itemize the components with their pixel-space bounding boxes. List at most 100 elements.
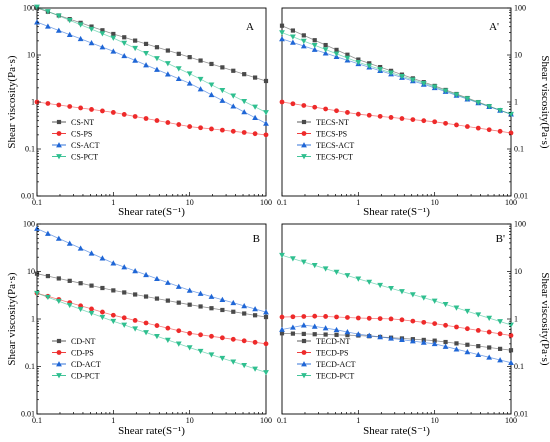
data-point-tecd-pct xyxy=(409,292,416,298)
legend-label: CS-ACT xyxy=(71,141,100,150)
panel-a-prime-xlabel: Shear rate(S⁻¹) xyxy=(363,206,430,218)
data-point-tecd-ps xyxy=(377,316,383,321)
data-point-tecd-act xyxy=(431,340,438,347)
panel-b-xtick-label: 0.1 xyxy=(32,416,42,425)
panel-a-prime-xtick-label: 1 xyxy=(356,198,360,207)
data-point-tecs-nt xyxy=(301,33,306,38)
data-point-tecd-nt xyxy=(323,332,328,337)
data-point-cs-pct xyxy=(175,66,182,72)
panel-b-ylabel: Shear viscosity(Pa·s) xyxy=(6,272,18,366)
data-point-cd-nt xyxy=(56,276,61,281)
data-point-cs-pct xyxy=(197,76,204,83)
data-point-cs-nt xyxy=(209,61,214,67)
data-point-cs-act xyxy=(263,120,269,126)
data-point-tecd-act xyxy=(486,354,493,360)
data-point-cs-act xyxy=(208,91,215,98)
data-point-cd-nt xyxy=(100,285,105,291)
data-point-tecd-ps xyxy=(432,321,438,327)
legend-marker xyxy=(56,361,62,367)
data-point-cd-nt xyxy=(187,302,192,307)
data-point-cd-nt xyxy=(209,306,214,311)
data-point-cs-pct xyxy=(154,56,160,62)
data-point-tecd-ps xyxy=(279,314,285,320)
data-point-cs-nt xyxy=(176,51,181,56)
data-point-cd-pct xyxy=(132,326,139,332)
data-point-tecd-pct xyxy=(322,266,329,272)
data-point-cs-act xyxy=(164,71,171,77)
legend-item-tecs-ps: TECS-PS xyxy=(297,130,347,139)
data-point-tecd-ps xyxy=(366,315,372,321)
data-point-cd-pct xyxy=(55,298,62,305)
data-point-cd-act xyxy=(263,309,269,315)
data-point-cs-pct xyxy=(219,87,226,94)
legend-label: CD-PS xyxy=(71,349,94,358)
data-point-cd-nt xyxy=(143,294,149,299)
data-point-cs-nt xyxy=(252,75,258,80)
data-point-tecs-ps xyxy=(334,108,339,114)
data-point-tecd-act xyxy=(322,325,329,331)
data-point-tecd-ps xyxy=(497,331,503,337)
panel-a-prime-ytick-label: 0.01 xyxy=(514,192,528,201)
data-point-cs-ps xyxy=(176,122,182,127)
legend-label: TECS-NT xyxy=(316,118,349,127)
data-point-cd-nt xyxy=(263,314,269,320)
data-point-cs-ps xyxy=(187,124,193,129)
legend-label: TECD-NT xyxy=(316,337,350,346)
panel-b-prime-ytick-label: 0.1 xyxy=(514,362,524,371)
data-point-tecd-nt xyxy=(476,344,481,349)
legend-item-cd-act: CD-ACT xyxy=(52,360,101,369)
data-point-cs-ps xyxy=(154,118,160,123)
data-point-cs-nt xyxy=(165,48,170,53)
data-point-tecs-pct xyxy=(420,81,427,87)
legend-marker xyxy=(301,373,307,379)
data-point-tecd-act xyxy=(279,326,285,332)
legend-item-tecs-nt: TECS-NT xyxy=(297,118,349,127)
data-point-tecs-ps xyxy=(497,128,503,134)
legend-marker xyxy=(301,154,307,160)
data-point-tecs-pct xyxy=(377,66,384,73)
data-point-tecs-pct xyxy=(355,59,362,66)
data-point-tecs-ps xyxy=(508,130,514,136)
data-point-tecs-pct xyxy=(344,55,351,61)
panel-b-x-ticks: 0.1 1 10 100 xyxy=(32,416,272,425)
data-point-cs-pct xyxy=(143,50,149,57)
legend-label: TECD-PCT xyxy=(316,372,354,381)
data-point-cd-nt xyxy=(45,273,51,279)
data-point-cd-pct xyxy=(263,370,269,376)
data-point-tecs-pct xyxy=(333,51,340,57)
data-point-cd-pct xyxy=(208,352,215,358)
series-cs-nt xyxy=(34,5,269,84)
legend-label: CS-PCT xyxy=(71,153,98,162)
data-point-cs-ps xyxy=(241,130,247,135)
panel-a-y-ticks: 0.01 0.1 1 10 100 xyxy=(21,4,35,201)
panel-a-ytick-label: 10 xyxy=(27,51,35,60)
data-point-tecs-pct xyxy=(300,38,307,44)
data-point-cd-pct xyxy=(66,302,73,309)
data-point-cd-act xyxy=(66,240,73,246)
panel-b-ytick-label: 1 xyxy=(31,315,35,324)
data-point-cd-act xyxy=(241,302,248,309)
data-point-tecd-pct xyxy=(311,263,318,269)
data-point-tecs-ps xyxy=(301,103,307,108)
series-tecd-act xyxy=(279,322,514,366)
data-point-cd-ps xyxy=(187,330,193,336)
data-point-tecd-act xyxy=(475,351,482,357)
panel-a-legend: CS-NT CS-PS CS-ACT CS-PCT xyxy=(52,118,100,162)
data-point-cd-act xyxy=(77,245,84,251)
data-point-cd-ps xyxy=(230,336,236,342)
data-point-tecs-nt xyxy=(279,23,285,28)
data-point-tecd-ps xyxy=(475,327,481,333)
data-point-tecs-ps xyxy=(290,101,296,107)
data-point-cs-ps xyxy=(165,120,171,125)
data-point-cd-act xyxy=(143,271,149,278)
data-point-tecd-act xyxy=(453,346,460,352)
data-point-tecd-pct xyxy=(377,282,384,289)
data-point-cd-act xyxy=(110,260,117,266)
data-point-cd-ps xyxy=(176,328,182,334)
panel-b-prime-ytick-label: 0.01 xyxy=(514,410,528,419)
panel-b-ytick-label: 0.01 xyxy=(21,410,35,419)
data-point-cd-ps xyxy=(219,335,225,341)
legend-item-tecd-pct: TECD-PCT xyxy=(297,372,354,381)
data-point-cd-nt xyxy=(231,309,236,314)
